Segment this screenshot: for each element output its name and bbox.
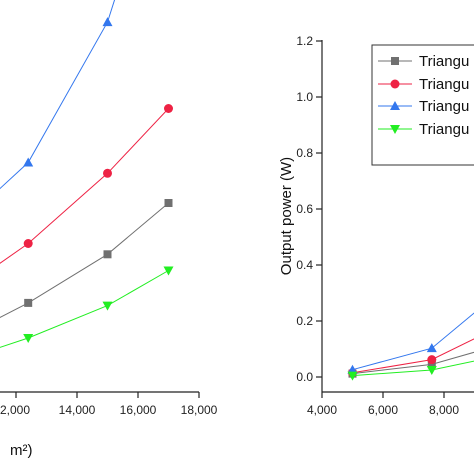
left-data-point — [24, 298, 33, 307]
right-y-tick-label: 0.2 — [296, 314, 313, 328]
left-x-tick-label: 2,000 — [0, 403, 30, 417]
right-legend: Triangu Triangu Triangu Triangu — [371, 44, 474, 166]
left-data-point — [163, 266, 174, 276]
right-data-point — [427, 360, 436, 369]
right-x-ticks: 4,000 6,000 8,000 — [307, 392, 459, 417]
left-data-point — [103, 168, 112, 178]
legend-marker-3 — [390, 101, 400, 110]
left-series-line-4 — [0, 270, 169, 348]
right-x-tick-label: 6,000 — [368, 403, 398, 417]
left-x-tick-label: 16,000 — [120, 403, 157, 417]
right-data-point — [347, 371, 358, 381]
right-data-point — [347, 364, 358, 374]
right-y-axis-title: Output power (W) — [278, 157, 295, 275]
left-series-line-3 — [0, 0, 116, 190]
left-data-point — [23, 157, 34, 167]
legend-marker-2 — [390, 79, 400, 89]
left-x-axis-title: m²) — [10, 442, 33, 459]
legend-marker-4 — [390, 125, 400, 134]
right-y-tick-label: 0.8 — [296, 146, 313, 160]
right-chart: 0.0 0.2 0.4 0.6 0.8 1.0 1.2 4,000 6,000 8,000 Ou… — [278, 34, 474, 417]
left-x-tick-label: 14,000 — [59, 403, 96, 417]
left-chart: 2,000 14,000 16,000 18,000 m²) — [0, 0, 218, 459]
legend-marker-1 — [391, 57, 399, 65]
right-data-point — [426, 366, 437, 375]
legend-label-4: Triangu — [419, 121, 469, 138]
right-y-tick-label: 1.0 — [296, 90, 313, 104]
right-y-ticks: 0.0 0.2 0.4 0.6 0.8 1.0 1.2 — [296, 34, 322, 384]
right-y-tick-label: 0.4 — [296, 258, 313, 272]
left-data-point — [23, 239, 33, 248]
left-data-point — [164, 199, 173, 207]
left-data-point — [103, 250, 112, 259]
left-data-point — [102, 301, 113, 311]
left-series-line-1 — [0, 202, 169, 319]
left-series-line-2 — [0, 108, 169, 264]
right-data-point — [427, 355, 437, 365]
right-y-tick-label: 1.2 — [296, 34, 313, 48]
right-y-tick-label: 0.0 — [296, 370, 313, 384]
left-x-tick-label: 18,000 — [181, 403, 218, 417]
right-data-point — [426, 343, 437, 353]
left-data-point — [23, 334, 34, 343]
left-data-point — [102, 17, 113, 27]
legend-label-3: Triangu — [419, 98, 469, 115]
left-series-group — [0, 0, 174, 348]
right-series-group — [347, 312, 474, 381]
legend-label-1: Triangu — [419, 53, 469, 70]
left-data-point — [164, 104, 173, 113]
right-x-tick-label: 4,000 — [307, 403, 337, 417]
left-x-ticks: 2,000 14,000 16,000 18,000 — [0, 392, 218, 417]
right-y-tick-label: 0.6 — [296, 202, 313, 216]
right-x-tick-label: 8,000 — [429, 403, 459, 417]
legend-frame — [371, 44, 474, 166]
legend-label-2: Triangu — [419, 76, 469, 93]
